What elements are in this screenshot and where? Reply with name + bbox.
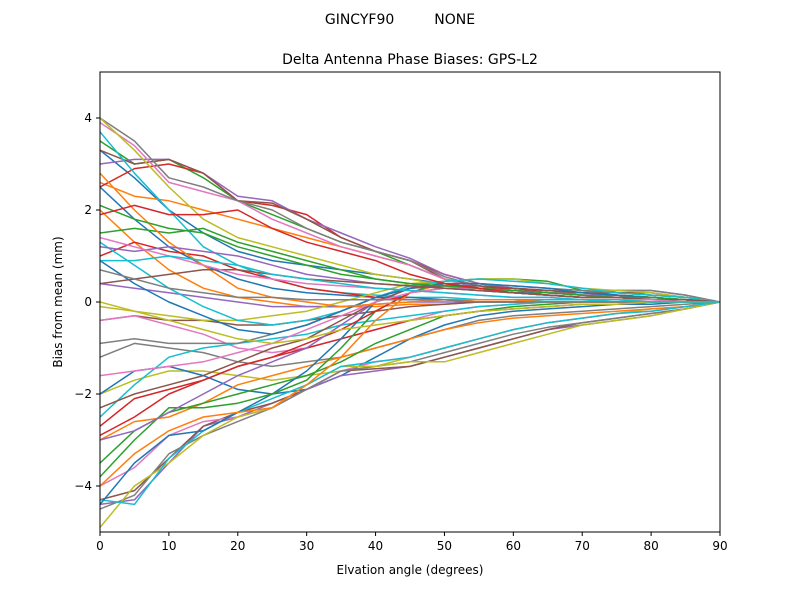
series-line-49 xyxy=(100,301,720,345)
x-axis: 0 10 20 30 40 50 60 70 80 90 xyxy=(96,532,728,553)
x-tick-label: 90 xyxy=(712,539,727,553)
x-tick-label: 20 xyxy=(230,539,245,553)
x-axis-label: Elvation angle (degrees) xyxy=(337,563,484,577)
series-line-50 xyxy=(100,255,720,303)
x-tick-label: 40 xyxy=(368,539,383,553)
x-tick-label: 30 xyxy=(299,539,314,553)
x-tick-label: 50 xyxy=(437,539,452,553)
series-line-48 xyxy=(100,269,720,303)
series-layer xyxy=(100,117,720,528)
series-line-29 xyxy=(100,301,720,528)
y-axis-label: Bias from mean (mm) xyxy=(51,236,65,367)
x-tick-label: 0 xyxy=(96,539,104,553)
series-line-41 xyxy=(100,259,720,335)
y-axis: −4 −2 0 2 4 xyxy=(74,111,100,493)
x-tick-label: 60 xyxy=(506,539,521,553)
series-line-46 xyxy=(100,269,720,303)
x-tick-label: 10 xyxy=(161,539,176,553)
y-tick-label: 4 xyxy=(84,111,92,125)
x-tick-label: 70 xyxy=(575,539,590,553)
x-tick-label: 80 xyxy=(643,539,658,553)
chart-title: Delta Antenna Phase Biases: GPS-L2 xyxy=(282,52,538,68)
y-tick-label: −2 xyxy=(74,387,92,401)
figure-suptitle: GINCYF90 NONE xyxy=(325,12,475,28)
y-tick-label: −4 xyxy=(74,479,92,493)
y-tick-label: 2 xyxy=(84,203,92,217)
y-tick-label: 0 xyxy=(84,295,92,309)
